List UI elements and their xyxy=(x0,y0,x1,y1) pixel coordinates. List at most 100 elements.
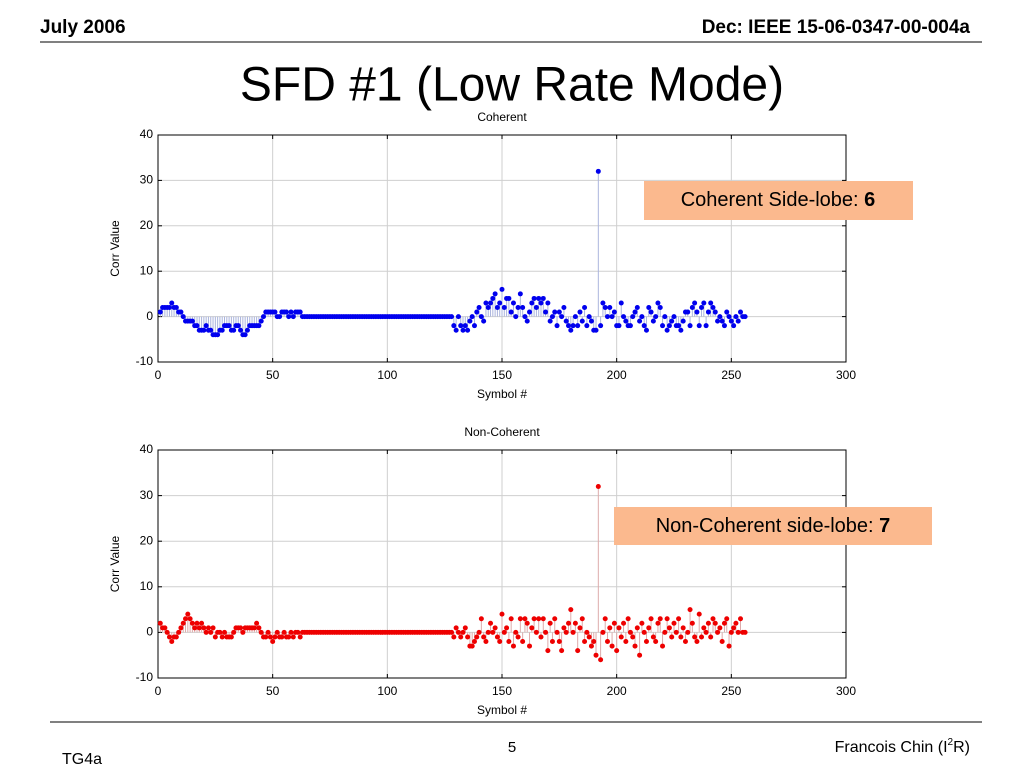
data-point xyxy=(279,634,285,640)
data-point xyxy=(467,318,473,324)
data-point xyxy=(483,639,489,645)
data-point xyxy=(208,327,214,333)
data-point xyxy=(194,620,200,626)
data-point xyxy=(600,300,606,306)
data-point xyxy=(449,314,455,320)
data-point xyxy=(721,620,727,626)
data-point xyxy=(520,639,526,645)
data-point xyxy=(639,314,645,320)
data-point xyxy=(563,629,569,635)
data-point xyxy=(671,620,677,626)
data-point xyxy=(488,620,494,626)
y-tick-label: 0 xyxy=(146,309,153,323)
data-point xyxy=(254,620,260,626)
data-point xyxy=(627,629,633,635)
data-point xyxy=(549,314,555,320)
data-point xyxy=(501,629,507,635)
data-point xyxy=(506,639,512,645)
data-point xyxy=(527,643,533,649)
slide-title: SFD #1 (Low Rate Mode) xyxy=(240,59,784,112)
annotation: Non-Coherent side-lobe: 7 xyxy=(656,515,891,537)
data-point xyxy=(708,300,714,306)
data-point xyxy=(630,314,636,320)
data-point xyxy=(517,616,523,622)
data-point xyxy=(515,634,521,640)
data-point xyxy=(568,607,574,613)
data-point xyxy=(595,483,601,489)
data-point xyxy=(719,318,725,324)
data-point xyxy=(281,629,287,635)
data-point xyxy=(719,639,725,645)
data-point xyxy=(660,643,666,649)
data-point xyxy=(471,323,477,329)
header-date: July 2006 xyxy=(40,17,126,38)
data-point xyxy=(586,634,592,640)
data-point xyxy=(653,314,659,320)
data-point xyxy=(173,305,179,311)
x-tick-label: 50 xyxy=(266,368,280,382)
data-point xyxy=(277,314,283,320)
data-point xyxy=(183,616,189,622)
data-point xyxy=(485,305,491,311)
data-point xyxy=(710,616,716,622)
data-point xyxy=(678,634,684,640)
data-point xyxy=(666,625,672,631)
data-point xyxy=(566,620,572,626)
data-point xyxy=(492,625,498,631)
data-point xyxy=(653,639,659,645)
data-point xyxy=(662,629,668,635)
data-point xyxy=(627,323,633,329)
data-point xyxy=(694,639,700,645)
data-point xyxy=(566,323,572,329)
data-point xyxy=(632,309,638,315)
data-point xyxy=(540,616,546,622)
data-point xyxy=(194,323,200,329)
chart-title: Coherent xyxy=(477,110,527,124)
data-point xyxy=(655,300,661,306)
data-point xyxy=(215,332,221,338)
data-point xyxy=(593,327,599,333)
data-point xyxy=(545,648,551,654)
data-point xyxy=(189,620,195,626)
data-point xyxy=(286,634,292,640)
data-point xyxy=(231,327,237,333)
data-point xyxy=(169,300,175,306)
data-point xyxy=(201,327,207,333)
y-tick-label: -10 xyxy=(136,354,154,368)
data-point xyxy=(664,327,670,333)
annotation: Coherent Side-lobe: 6 xyxy=(681,189,876,211)
x-tick-label: 100 xyxy=(377,368,397,382)
data-point xyxy=(616,323,622,329)
data-point xyxy=(180,314,186,320)
data-point xyxy=(728,318,734,324)
data-point xyxy=(286,314,292,320)
data-point xyxy=(203,323,209,329)
data-point xyxy=(510,300,516,306)
data-point xyxy=(648,309,654,315)
data-point xyxy=(219,327,225,333)
data-point xyxy=(476,629,482,635)
data-point xyxy=(655,620,661,626)
data-point xyxy=(639,620,645,626)
data-point xyxy=(451,323,457,329)
y-tick-label: 0 xyxy=(146,625,153,639)
footer-left: TG4a xyxy=(62,751,102,768)
data-point xyxy=(607,305,613,311)
data-point xyxy=(731,323,737,329)
data-point xyxy=(701,300,707,306)
data-point xyxy=(664,616,670,622)
data-point xyxy=(157,620,163,626)
data-point xyxy=(222,629,228,635)
data-point xyxy=(575,323,581,329)
x-tick-label: 200 xyxy=(607,368,627,382)
data-point xyxy=(256,625,262,631)
y-tick-label: -10 xyxy=(136,670,154,684)
data-point xyxy=(715,629,721,635)
x-tick-label: 250 xyxy=(721,684,741,698)
data-point xyxy=(533,629,539,635)
data-point xyxy=(641,629,647,635)
data-point xyxy=(290,634,296,640)
data-point xyxy=(494,305,500,311)
data-point xyxy=(705,309,711,315)
data-point xyxy=(492,291,498,297)
